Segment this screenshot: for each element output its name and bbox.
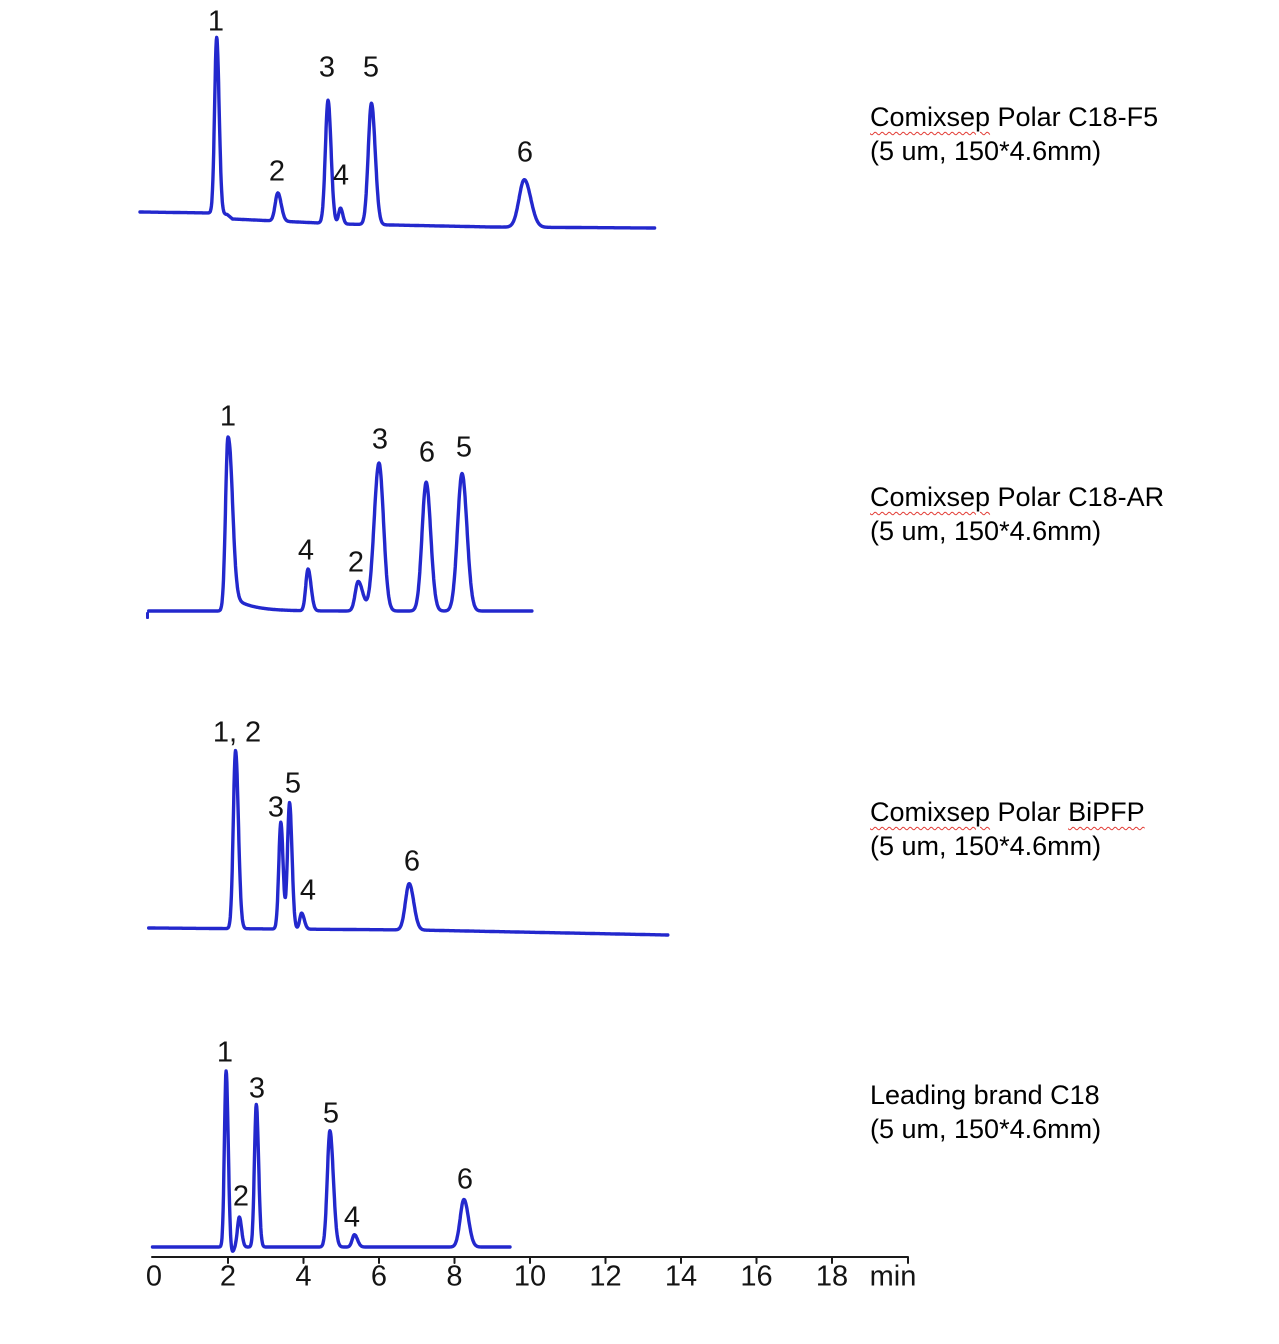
column-name-text: Leading brand C18 <box>870 1080 1100 1110</box>
axis-tick-label-10: 10 <box>513 1260 547 1293</box>
peak-label-trace1-1: 1 <box>207 5 225 38</box>
column-name: Leading brand C18 <box>870 1078 1101 1112</box>
column-name: Comixsep Polar C18-F5 <box>870 100 1158 134</box>
axis-tick-label-0: 0 <box>145 1260 163 1293</box>
time-axis <box>151 1256 909 1264</box>
column-annotation-4: Leading brand C18 (5 um, 150*4.6mm) <box>870 1078 1101 1146</box>
column-annotation-3: Comixsep Polar BiPFP (5 um, 150*4.6mm) <box>870 795 1145 863</box>
column-annotation-2: Comixsep Polar C18-AR (5 um, 150*4.6mm) <box>870 480 1164 548</box>
column-name: Comixsep Polar C18-AR <box>870 480 1164 514</box>
misspelled-word: Comixsep <box>870 797 991 827</box>
peak-label-trace4-4: 4 <box>343 1201 361 1234</box>
peak-label-trace2-2: 2 <box>347 546 365 579</box>
peak-label-trace4-6: 6 <box>456 1163 474 1196</box>
column-dimensions: (5 um, 150*4.6mm) <box>870 516 1102 546</box>
column-annotation-1: Comixsep Polar C18-F5 (5 um, 150*4.6mm) <box>870 100 1158 168</box>
peak-label-trace2-3: 3 <box>371 423 389 456</box>
trace-artifact-mark <box>146 612 149 619</box>
peak-label-trace3-4: 4 <box>299 874 317 907</box>
axis-tick-label-16: 16 <box>740 1260 773 1293</box>
peak-label-trace4-3: 3 <box>248 1072 266 1105</box>
peak-label-trace1-4: 4 <box>332 159 350 192</box>
peak-label-trace2-5: 5 <box>455 431 473 464</box>
chromatogram-trace-1 <box>138 35 657 230</box>
axis-tick-label-14: 14 <box>664 1260 698 1293</box>
misspelled-word: BiPFP <box>1068 797 1145 827</box>
axis-tick-label-8: 8 <box>446 1260 463 1293</box>
column-name-text: Polar C18-AR <box>990 482 1165 512</box>
peak-label-trace2-6: 6 <box>418 436 436 469</box>
axis-tick-label-2: 2 <box>219 1260 237 1293</box>
peak-label-trace3-6: 6 <box>403 845 421 878</box>
column-name: Comixsep Polar BiPFP <box>870 795 1145 829</box>
column-dimensions: (5 um, 150*4.6mm) <box>870 831 1102 861</box>
column-name-text: Polar C18-F5 <box>990 102 1159 132</box>
peak-label-trace3-3: 3 <box>267 791 285 824</box>
chromatogram-trace-2 <box>147 435 534 613</box>
column-dimensions: (5 um, 150*4.6mm) <box>870 1114 1102 1144</box>
peak-label-trace2-1: 1 <box>219 400 237 433</box>
misspelled-word: Comixsep <box>870 102 991 132</box>
chromatogram-trace-4 <box>150 1069 512 1253</box>
peak-label-trace4-1: 1 <box>216 1036 234 1069</box>
peak-label-trace1-5: 5 <box>362 51 380 84</box>
peak-label-trace4-5: 5 <box>322 1097 340 1130</box>
column-dimensions: (5 um, 150*4.6mm) <box>870 136 1102 166</box>
peak-label-trace1-6: 6 <box>516 136 534 169</box>
misspelled-word: Comixsep <box>870 482 991 512</box>
peak-label-trace3-12: 1, 2 <box>212 716 262 749</box>
axis-tick-label-18: 18 <box>815 1260 849 1293</box>
axis-tick-label-min: min <box>869 1260 917 1293</box>
peak-label-trace1-2: 2 <box>268 155 286 188</box>
peak-label-trace3-5: 5 <box>284 767 302 800</box>
axis-tick-label-4: 4 <box>295 1260 312 1293</box>
axis-tick-label-6: 6 <box>370 1260 388 1293</box>
peak-label-trace4-2: 2 <box>232 1180 250 1213</box>
peak-label-trace1-3: 3 <box>318 51 336 84</box>
peak-label-trace2-4: 4 <box>297 534 315 567</box>
chromatogram-trace-3 <box>147 748 670 937</box>
column-name-text: Polar <box>990 797 1069 827</box>
axis-tick-label-12: 12 <box>589 1260 622 1293</box>
